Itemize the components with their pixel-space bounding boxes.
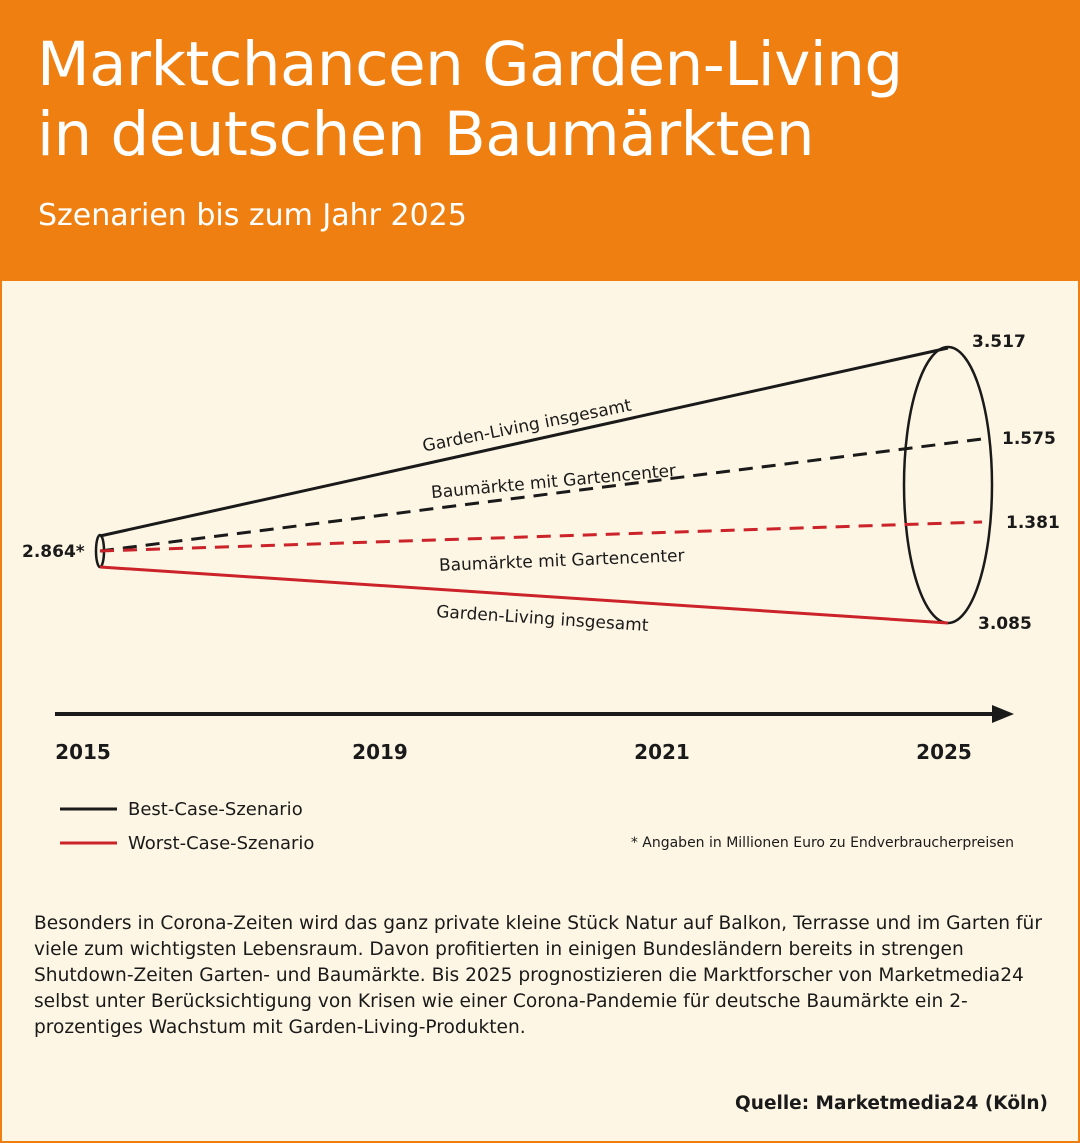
title-line-2: in deutschen Baumärkten (37, 99, 815, 170)
x-tick-label: 2025 (916, 740, 972, 764)
end-ellipse (902, 345, 994, 625)
start-value-label: 2.864* (22, 542, 85, 562)
footnote: * Angaben in Millionen Euro zu Endverbra… (631, 835, 1014, 851)
series-line-worst-gesamt (99, 565, 949, 625)
end-value-label: 3.085 (978, 614, 1032, 634)
source-credit: Quelle: Marketmedia24 (Köln) (735, 1093, 1048, 1114)
end-value-label: 3.517 (972, 332, 1026, 352)
legend: Best-Case-Szenario Worst-Case-Szenario (60, 799, 314, 854)
x-tick-label: 2021 (634, 740, 690, 764)
series-line-best-baumaerkte (99, 437, 983, 553)
end-value-label: 1.575 (1002, 429, 1056, 449)
end-value-labels: 3.517 1.575 1.381 3.085 (972, 332, 1060, 634)
legend-label: Worst-Case-Szenario (128, 833, 314, 854)
time-axis-arrow-icon (992, 705, 1014, 723)
end-value-label: 1.381 (1006, 513, 1060, 533)
series-line-worst-baumaerkte (99, 520, 983, 553)
series-label: Baumärkte mit Gartencenter (430, 461, 677, 503)
chart: Garden-Living insgesamt Baumärkte mit Gar… (22, 332, 1060, 854)
series-label: Baumärkte mit Gartencenter (439, 546, 685, 576)
page-subtitle: Szenarien bis zum Jahr 2025 (38, 198, 467, 233)
series-label: Garden-Living insgesamt (436, 602, 650, 636)
x-tick-label: 2019 (352, 740, 408, 764)
series-line-best-gesamt (99, 346, 949, 538)
x-tick-label: 2015 (55, 740, 111, 764)
series-labels: Garden-Living insgesamt Baumärkte mit Gar… (421, 396, 685, 636)
series-lines (99, 346, 983, 625)
page-title: Marktchancen Garden-Living in deutschen … (37, 30, 1057, 170)
x-tick-labels: 2015 2019 2021 2025 (55, 740, 972, 764)
title-line-1: Marktchancen Garden-Living (37, 29, 903, 100)
description-text: Besonders in Corona-Zeiten wird das ganz… (34, 913, 1042, 1038)
header-banner: Marktchancen Garden-Living in deutschen … (2, 2, 1080, 281)
legend-label: Best-Case-Szenario (128, 799, 303, 820)
